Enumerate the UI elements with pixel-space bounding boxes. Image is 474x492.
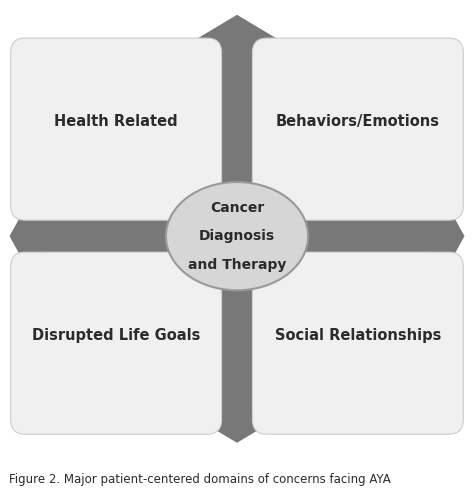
Text: Social Relationships: Social Relationships xyxy=(274,328,441,343)
Polygon shape xyxy=(175,15,299,52)
FancyBboxPatch shape xyxy=(252,38,464,220)
Polygon shape xyxy=(175,406,299,443)
Text: Diagnosis: Diagnosis xyxy=(199,229,275,243)
Text: Cancer: Cancer xyxy=(210,201,264,215)
Bar xyxy=(28,220,446,252)
Polygon shape xyxy=(429,172,465,300)
FancyBboxPatch shape xyxy=(252,252,464,434)
Text: Disrupted Life Goals: Disrupted Life Goals xyxy=(32,328,201,343)
FancyBboxPatch shape xyxy=(10,252,221,434)
Text: Behaviors/Emotions: Behaviors/Emotions xyxy=(276,114,440,129)
Text: Figure 2. Major patient-centered domains of concerns facing AYA: Figure 2. Major patient-centered domains… xyxy=(9,473,391,486)
Bar xyxy=(221,37,252,421)
Polygon shape xyxy=(9,172,45,300)
Ellipse shape xyxy=(166,182,308,290)
FancyBboxPatch shape xyxy=(10,38,221,220)
Text: Health Related: Health Related xyxy=(55,114,178,129)
Text: and Therapy: and Therapy xyxy=(188,258,286,272)
